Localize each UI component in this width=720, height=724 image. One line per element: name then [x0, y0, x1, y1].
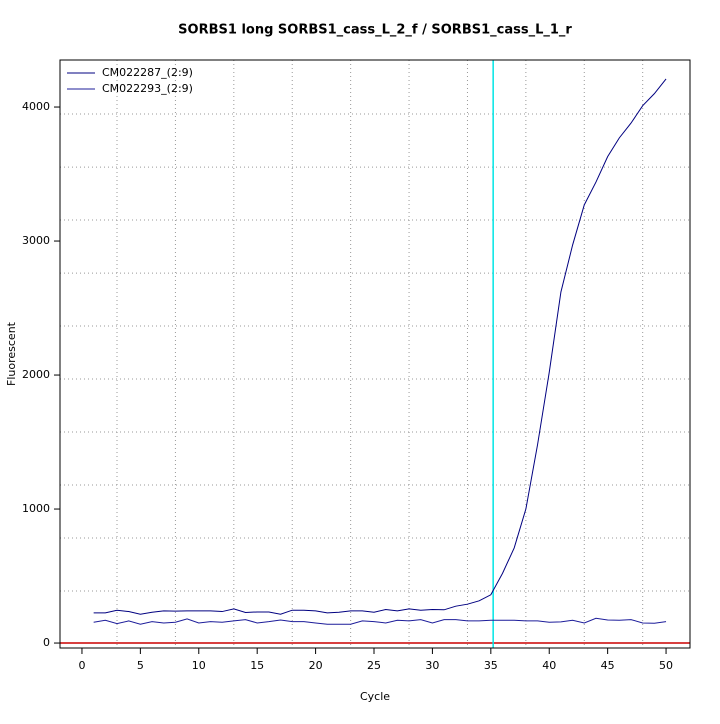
x-tick-label: 20	[309, 659, 323, 672]
x-tick-label: 25	[367, 659, 381, 672]
x-tick-label: 15	[250, 659, 264, 672]
x-tick-label: 5	[137, 659, 144, 672]
data-line	[93, 78, 667, 615]
y-tick-label: 3000	[22, 234, 50, 247]
y-tick-label: 0	[43, 636, 50, 649]
legend-label: CM022293_(2:9)	[102, 82, 193, 95]
plot-frame	[59, 59, 691, 649]
x-tick-label: 30	[425, 659, 439, 672]
x-tick-label: 50	[659, 659, 673, 672]
y-tick-label: 2000	[22, 368, 50, 381]
x-tick-label: 35	[484, 659, 498, 672]
data-line	[93, 617, 667, 625]
x-tick-label: 10	[192, 659, 206, 672]
chart-title: SORBS1 long SORBS1_cass_L_2_f / SORBS1_c…	[178, 23, 572, 38]
legend-label: CM022287_(2:9)	[102, 66, 193, 79]
y-axis-label: Fluorescent	[5, 321, 18, 386]
y-tick-label: 1000	[22, 502, 50, 515]
x-tick-label: 45	[601, 659, 615, 672]
x-axis-label: Cycle	[360, 690, 390, 703]
y-tick-label: 4000	[22, 100, 50, 113]
x-tick-label: 40	[542, 659, 556, 672]
x-tick-label: 0	[78, 659, 85, 672]
